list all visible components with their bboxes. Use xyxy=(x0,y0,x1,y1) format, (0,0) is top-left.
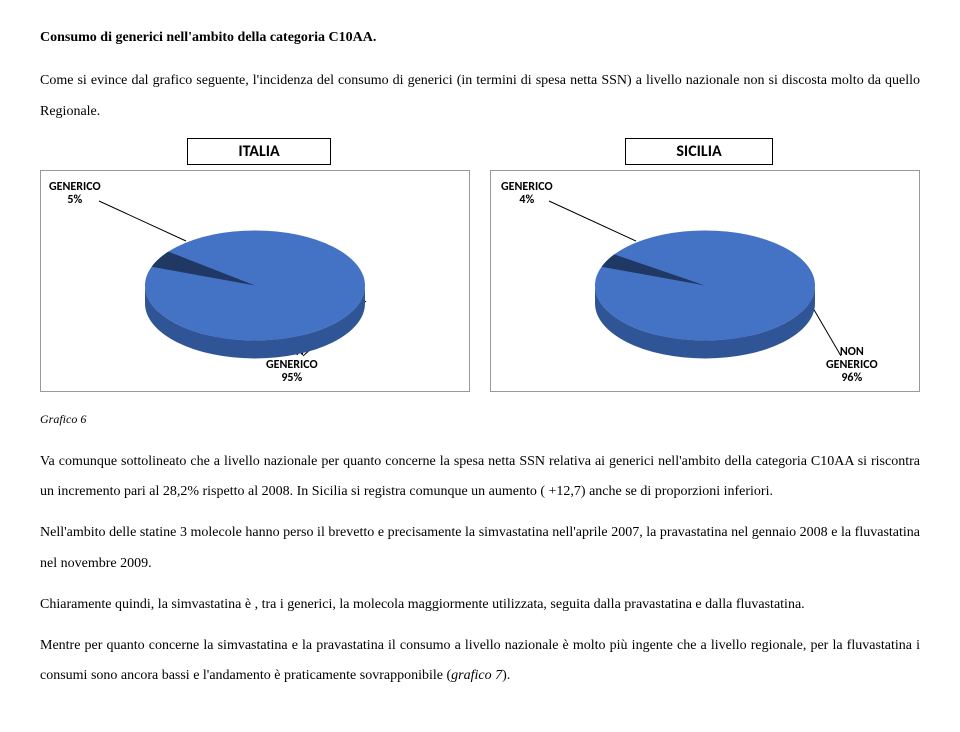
body-paragraph-3: Chiaramente quindi, la simvastatina è , … xyxy=(40,590,920,621)
label-italia: ITALIA xyxy=(187,138,330,165)
chart-labels-row: ITALIA SICILIA xyxy=(40,138,920,165)
chart-italia: GENERICO 5% NON GENERICO 95% xyxy=(40,170,470,392)
chart-sicilia: GENERICO 4% NON GENERICO 96% xyxy=(490,170,920,392)
body-paragraph-4: Mentre per quanto concerne la simvastati… xyxy=(40,631,920,693)
body4-text-b: ). xyxy=(502,668,510,683)
page-title: Consumo di generici nell'ambito della ca… xyxy=(40,30,920,46)
italia-pie xyxy=(135,215,375,368)
intro-paragraph: Come si evince dal grafico seguente, l'i… xyxy=(40,66,920,128)
chart-caption: Grafico 6 xyxy=(40,412,920,427)
body-paragraph-1: Va comunque sottolineato che a livello n… xyxy=(40,447,920,509)
sicilia-pie xyxy=(585,215,825,368)
body4-italic: grafico 7 xyxy=(451,668,502,683)
charts-row: GENERICO 5% NON GENERICO 95% GENERICO 4%… xyxy=(40,170,920,392)
label-sicilia: SICILIA xyxy=(625,138,772,165)
body-paragraph-2: Nell'ambito delle statine 3 molecole han… xyxy=(40,518,920,580)
sicilia-nongeneric-label: NON GENERICO 96% xyxy=(826,346,878,386)
